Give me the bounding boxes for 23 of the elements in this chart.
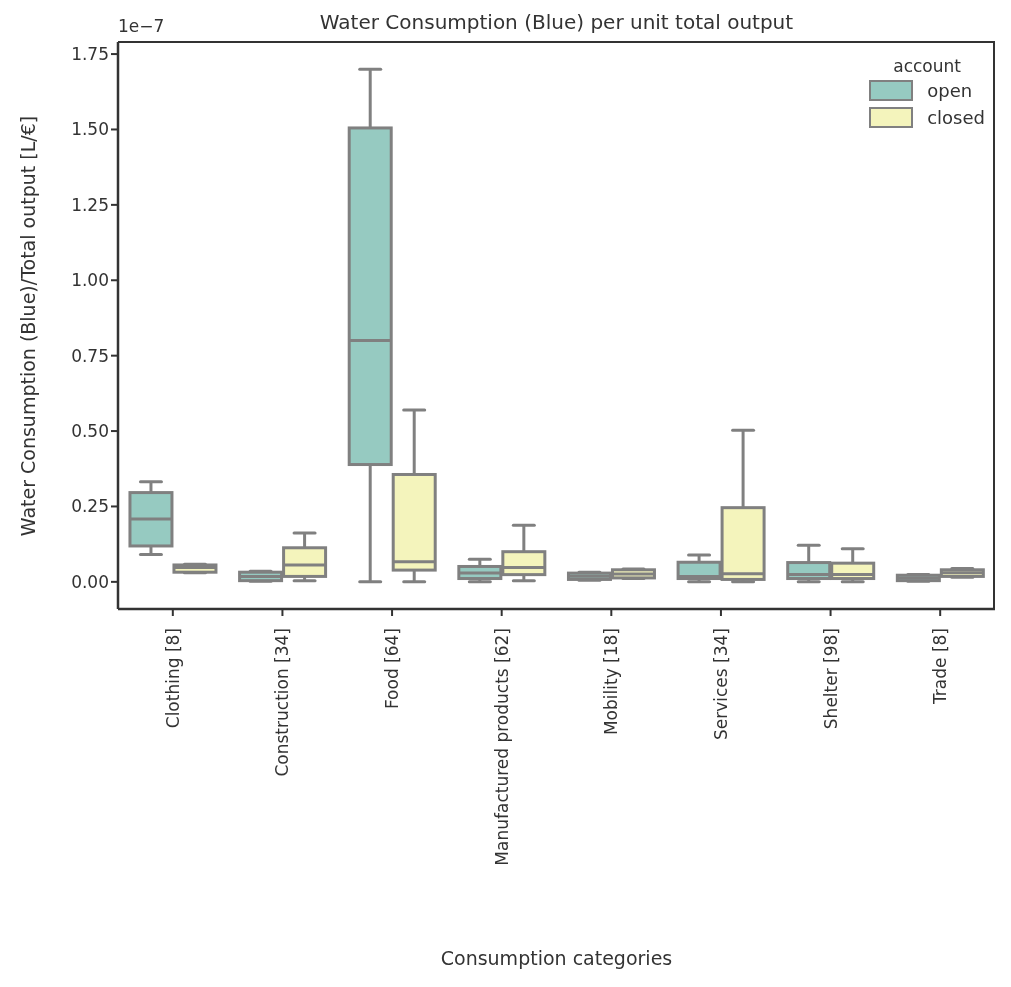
text: 1e−7 — [118, 16, 165, 36]
x-tick-label: Manufactured products [62] — [491, 628, 512, 866]
x-axis-title: Consumption categories — [439, 947, 674, 969]
y-tick-label: 0.50 — [71, 421, 109, 442]
chart-title: Water Consumption (Blue) per unit total output — [319, 10, 794, 34]
x-tick-label: Shelter [98] — [820, 628, 841, 730]
y-tick-label: 1.75 — [71, 44, 109, 65]
y-axis-title: Water Consumption (Blue)/Total output [L/€] — [17, 115, 39, 536]
legend-title: account — [892, 56, 962, 76]
y-tick-label: 0.00 — [71, 571, 109, 592]
y-tick-label: 0.75 — [71, 345, 109, 366]
x-tick-label: Mobility [18] — [601, 628, 622, 736]
legend-label: open — [927, 80, 973, 101]
y-tick-label: 1.50 — [71, 119, 109, 140]
legend-label: closed — [927, 107, 985, 128]
x-tick-label: Food [64] — [382, 628, 403, 710]
x-tick-label: Services [34] — [710, 628, 731, 740]
y-tick-label: 1.25 — [71, 194, 109, 215]
y-tick-label: 0.25 — [71, 496, 109, 517]
x-tick-label: Trade [8] — [930, 628, 951, 706]
x-tick-label: Construction [34] — [272, 628, 293, 777]
x-tick-label: Clothing [8] — [162, 628, 183, 729]
y-tick-label: 1.00 — [71, 270, 109, 291]
